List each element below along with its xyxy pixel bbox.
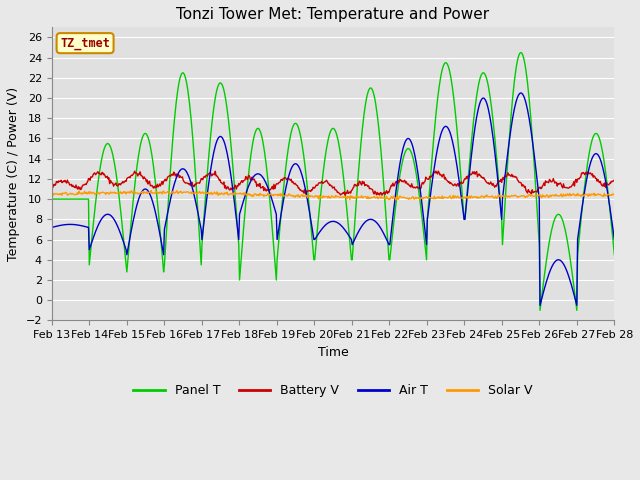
Solar V — [48, 191, 56, 197]
Text: TZ_tmet: TZ_tmet — [60, 36, 110, 49]
Panel T — [536, 307, 544, 313]
Solar V — [116, 190, 124, 196]
Air T — [116, 229, 124, 235]
Y-axis label: Temperature (C) / Power (V): Temperature (C) / Power (V) — [7, 87, 20, 261]
Line: Air T: Air T — [52, 93, 614, 305]
Legend: Panel T, Battery V, Air T, Solar V: Panel T, Battery V, Air T, Solar V — [129, 379, 538, 402]
Air T — [516, 90, 524, 96]
Air T — [401, 139, 409, 144]
Solar V — [403, 196, 411, 202]
Solar V — [420, 194, 428, 200]
Battery V — [378, 192, 386, 198]
Title: Tonzi Tower Met: Temperature and Power: Tonzi Tower Met: Temperature and Power — [177, 7, 490, 22]
Air T — [203, 196, 211, 202]
Solar V — [392, 197, 400, 203]
Panel T — [611, 252, 618, 258]
Solar V — [611, 192, 618, 197]
Battery V — [173, 173, 180, 179]
Battery V — [203, 172, 211, 178]
Panel T — [116, 200, 124, 206]
Air T — [536, 302, 544, 308]
Battery V — [116, 181, 124, 187]
Solar V — [58, 192, 66, 198]
Air T — [611, 237, 618, 242]
Air T — [58, 222, 66, 228]
Panel T — [516, 50, 524, 56]
Line: Battery V: Battery V — [52, 171, 614, 195]
Battery V — [403, 179, 410, 184]
Battery V — [611, 177, 618, 183]
Solar V — [174, 190, 182, 196]
Line: Panel T: Panel T — [52, 53, 614, 310]
Air T — [418, 200, 426, 206]
X-axis label: Time: Time — [317, 346, 348, 359]
Air T — [48, 225, 56, 230]
Air T — [173, 173, 180, 179]
Solar V — [147, 188, 155, 193]
Battery V — [419, 180, 426, 185]
Battery V — [48, 186, 56, 192]
Panel T — [401, 149, 409, 155]
Panel T — [203, 179, 211, 184]
Line: Solar V: Solar V — [52, 191, 614, 200]
Solar V — [204, 190, 211, 196]
Panel T — [48, 196, 56, 202]
Panel T — [418, 214, 426, 219]
Battery V — [432, 168, 440, 174]
Panel T — [58, 196, 66, 202]
Panel T — [173, 94, 180, 99]
Battery V — [58, 180, 66, 185]
